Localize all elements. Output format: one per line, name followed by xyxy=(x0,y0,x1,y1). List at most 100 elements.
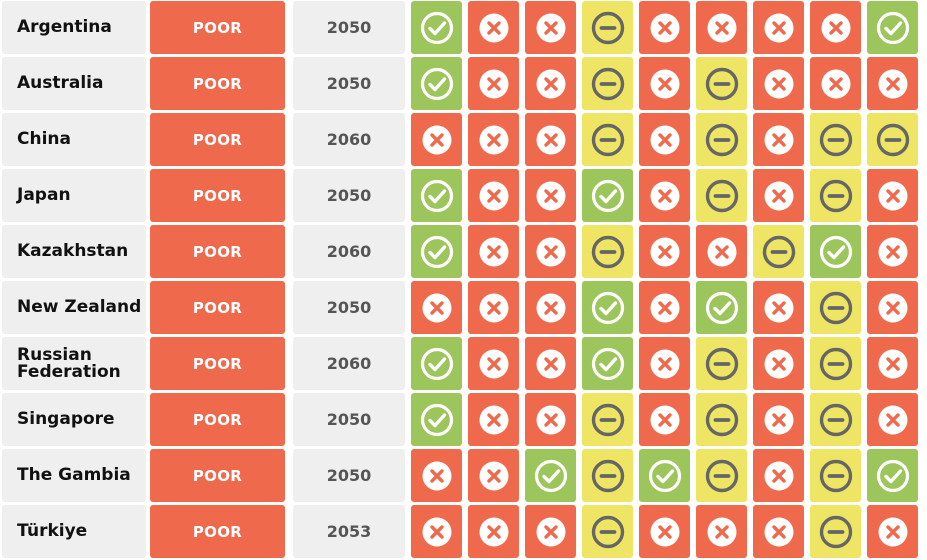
cross-icon xyxy=(419,122,455,158)
minus-icon xyxy=(818,346,854,382)
status-cell xyxy=(867,505,918,558)
minus-icon xyxy=(704,402,740,438)
minus-icon xyxy=(875,122,911,158)
status-cell xyxy=(639,337,690,390)
table-row: Russian Federation POOR 2060 xyxy=(0,337,927,390)
rating-badge: POOR xyxy=(150,281,285,334)
minus-icon xyxy=(818,122,854,158)
target-year: 2060 xyxy=(293,225,405,278)
table-row: Kazakhstan POOR 2060 xyxy=(0,225,927,278)
status-cell xyxy=(810,225,861,278)
cross-icon xyxy=(647,178,683,214)
cross-icon xyxy=(476,402,512,438)
minus-icon xyxy=(818,402,854,438)
status-cell xyxy=(525,393,576,446)
status-cell xyxy=(753,281,804,334)
country-name: Singapore xyxy=(2,393,146,446)
country-name: New Zealand xyxy=(2,281,146,334)
status-cell xyxy=(411,337,462,390)
minus-icon xyxy=(704,458,740,494)
status-cell xyxy=(639,57,690,110)
status-cell xyxy=(867,1,918,54)
cross-icon xyxy=(875,178,911,214)
status-cell xyxy=(696,1,747,54)
status-cell xyxy=(525,1,576,54)
minus-icon xyxy=(818,178,854,214)
target-year: 2060 xyxy=(293,113,405,166)
country-name: China xyxy=(2,113,146,166)
status-cell xyxy=(810,281,861,334)
status-cell xyxy=(867,57,918,110)
cross-icon xyxy=(476,346,512,382)
cross-icon xyxy=(533,234,569,270)
check-icon xyxy=(419,402,455,438)
cross-icon xyxy=(875,514,911,550)
status-cell xyxy=(753,449,804,502)
rating-badge: POOR xyxy=(150,169,285,222)
status-cell xyxy=(696,57,747,110)
table-row: Argentina POOR 2050 xyxy=(0,1,927,54)
minus-icon xyxy=(818,514,854,550)
cross-icon xyxy=(419,514,455,550)
cross-icon xyxy=(818,66,854,102)
cross-icon xyxy=(533,402,569,438)
status-cell xyxy=(582,449,633,502)
status-cell xyxy=(411,57,462,110)
table-row: Türkiye POOR 2053 xyxy=(0,505,927,558)
status-cell xyxy=(753,1,804,54)
cross-icon xyxy=(476,234,512,270)
cross-icon xyxy=(704,234,740,270)
table-row: Australia POOR 2050 xyxy=(0,57,927,110)
status-cell xyxy=(411,1,462,54)
rating-badge: POOR xyxy=(150,393,285,446)
cross-icon xyxy=(818,10,854,46)
cross-icon xyxy=(647,346,683,382)
status-cell xyxy=(468,113,519,166)
status-cell xyxy=(468,169,519,222)
country-name: Türkiye xyxy=(2,505,146,558)
status-cell xyxy=(582,225,633,278)
cross-icon xyxy=(761,514,797,550)
minus-icon xyxy=(818,290,854,326)
status-cell xyxy=(867,225,918,278)
cross-icon xyxy=(476,122,512,158)
cross-icon xyxy=(761,290,797,326)
check-icon xyxy=(419,234,455,270)
rating-badge: POOR xyxy=(150,57,285,110)
minus-icon xyxy=(590,234,626,270)
status-cell xyxy=(639,281,690,334)
status-cell xyxy=(867,393,918,446)
minus-icon xyxy=(590,458,626,494)
status-cell xyxy=(867,449,918,502)
status-cell xyxy=(696,505,747,558)
check-icon xyxy=(704,290,740,326)
status-cell xyxy=(810,449,861,502)
status-cell xyxy=(468,449,519,502)
cross-icon xyxy=(761,10,797,46)
cross-icon xyxy=(704,514,740,550)
status-cell xyxy=(810,57,861,110)
cross-icon xyxy=(476,514,512,550)
status-cell xyxy=(582,393,633,446)
cross-icon xyxy=(533,10,569,46)
table-row: China POOR 2060 xyxy=(0,113,927,166)
status-cell xyxy=(411,169,462,222)
cross-icon xyxy=(533,290,569,326)
country-name: Russian Federation xyxy=(2,337,146,390)
status-cell xyxy=(696,225,747,278)
rating-badge: POOR xyxy=(150,1,285,54)
status-cell xyxy=(810,169,861,222)
country-name: Kazakhstan xyxy=(2,225,146,278)
status-cell xyxy=(411,225,462,278)
cross-icon xyxy=(533,122,569,158)
cross-icon xyxy=(419,290,455,326)
status-cell xyxy=(810,113,861,166)
cross-icon xyxy=(875,290,911,326)
status-cell xyxy=(411,113,462,166)
target-year: 2060 xyxy=(293,337,405,390)
status-cell xyxy=(468,225,519,278)
check-icon xyxy=(875,10,911,46)
status-cell xyxy=(867,113,918,166)
cross-icon xyxy=(476,178,512,214)
cross-icon xyxy=(419,458,455,494)
